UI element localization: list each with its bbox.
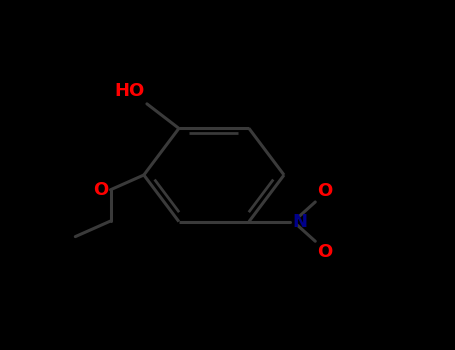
Text: N: N xyxy=(292,212,307,231)
Text: O: O xyxy=(93,181,108,199)
Text: HO: HO xyxy=(114,82,145,100)
Text: O: O xyxy=(318,182,333,200)
Text: O: O xyxy=(318,243,333,261)
